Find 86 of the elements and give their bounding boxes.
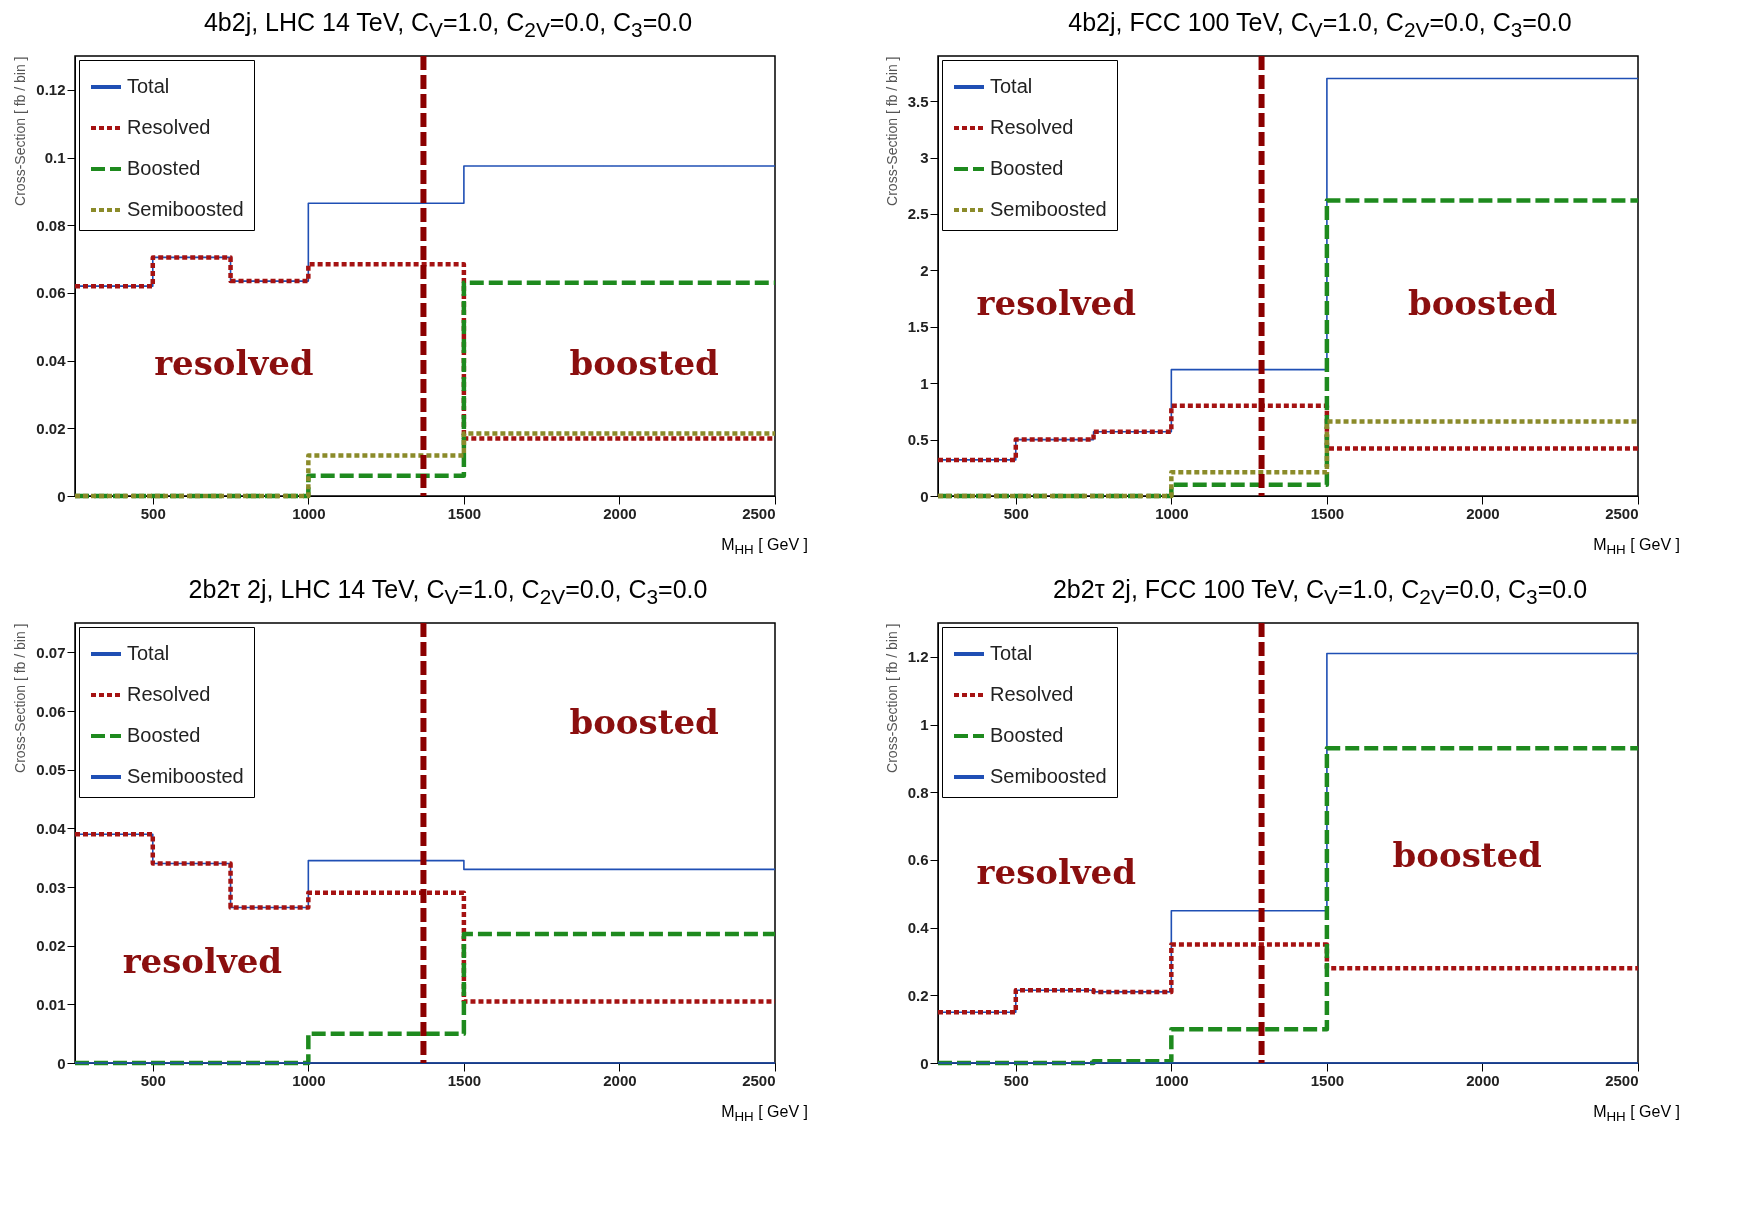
x-tick-label: 500 bbox=[140, 1071, 166, 1089]
y-tick-label: 0.01 bbox=[36, 996, 66, 1014]
x-tick-label: 1500 bbox=[447, 1071, 482, 1089]
x-tick-label: 2500 bbox=[742, 1071, 776, 1089]
legend-label: Semiboosted bbox=[990, 765, 1107, 788]
y-tick-label: 3.5 bbox=[907, 92, 929, 110]
y-tick-label: 0.04 bbox=[36, 820, 67, 838]
x-tick-label: 500 bbox=[140, 504, 166, 522]
x-tick-label: 2000 bbox=[603, 1071, 637, 1089]
y-tick-label: 0.4 bbox=[907, 919, 930, 937]
chart-title: 4b2j, LHC 14 TeV, C$_{V}$=1.0, C$_{2V}$=0.0, C$_{3}$=0.0 bbox=[202, 8, 694, 43]
y-tick-label: 0.06 bbox=[36, 702, 66, 720]
x-tick-label: 2500 bbox=[742, 504, 776, 522]
y-tick-label: 1.2 bbox=[907, 648, 929, 666]
y-tick-label: 1 bbox=[920, 374, 929, 392]
annotation: resolved bbox=[154, 343, 314, 384]
legend-label: Boosted bbox=[990, 724, 1064, 747]
x-tick-label: 1000 bbox=[1155, 1071, 1189, 1089]
legend-label: Total bbox=[127, 642, 170, 665]
y-tick-label: 0.2 bbox=[907, 987, 929, 1004]
x-tick-label: 1000 bbox=[1155, 504, 1189, 522]
x-tick-label: 2000 bbox=[603, 504, 637, 522]
x-tick-label: 2000 bbox=[1466, 1071, 1500, 1089]
y-tick-label: 0.12 bbox=[36, 81, 66, 99]
x-tick-label: 2500 bbox=[1605, 504, 1639, 522]
x-tick-label: 2000 bbox=[1466, 504, 1500, 522]
y-tick-label: 1 bbox=[920, 716, 929, 734]
x-axis-title: M$_{HH}$ [ GeV ] bbox=[1592, 535, 1680, 560]
chart-title: 4b2j, FCC 100 TeV, C$_{V}$=1.0, C$_{2V}$=0.0, C$_{3}$=0.0 bbox=[1067, 8, 1573, 43]
legend-label: Boosted bbox=[127, 157, 201, 179]
y-tick-label: 0.02 bbox=[36, 937, 66, 955]
legend-label: Total bbox=[990, 642, 1033, 665]
y-tick-label: 0 bbox=[920, 487, 929, 505]
y-tick-label: 0.08 bbox=[36, 216, 66, 234]
legend-label: Total bbox=[127, 75, 170, 97]
y-axis-title: Cross-Section [ fb / bin ] bbox=[12, 623, 29, 774]
y-tick-label: 2.5 bbox=[907, 205, 929, 223]
x-tick-label: 1500 bbox=[1310, 504, 1345, 522]
y-tick-label: 0 bbox=[57, 1054, 66, 1072]
chart-title: 2b2τ 2j, FCC 100 TeV, C$_{V}$=1.0, C$_{2V}$=0.0, C$_{3}$=0.0 bbox=[1051, 575, 1589, 611]
x-tick-label: 1000 bbox=[292, 1071, 326, 1089]
y-tick-label: 0.1 bbox=[44, 149, 66, 167]
y-tick-label: 0.05 bbox=[36, 761, 66, 779]
y-tick-label: 0.5 bbox=[907, 431, 929, 449]
y-tick-label: 0 bbox=[920, 1054, 929, 1072]
annotation: boosted bbox=[569, 343, 719, 384]
chart-title: 2b2τ 2j, LHC 14 TeV, C$_{V}$=1.0, C$_{2V}$=0.0, C$_{3}$=0.0 bbox=[187, 575, 709, 611]
y-axis-title: Cross-Section [ fb / bin ] bbox=[883, 56, 900, 206]
x-axis-title: M$_{HH}$ [ GeV ] bbox=[1592, 1102, 1680, 1127]
legend-label: Resolved bbox=[990, 116, 1074, 138]
y-tick-label: 0.03 bbox=[36, 878, 66, 896]
y-tick-label: 0 bbox=[57, 487, 66, 505]
y-tick-label: 3 bbox=[920, 149, 929, 167]
y-tick-label: 0.07 bbox=[36, 644, 66, 662]
y-axis-title: Cross-Section [ fb / bin ] bbox=[883, 623, 900, 774]
annotation: resolved bbox=[976, 851, 1137, 892]
y-tick-label: 0.8 bbox=[907, 783, 929, 801]
y-tick-label: 0.02 bbox=[36, 419, 66, 437]
legend-label: Total bbox=[990, 75, 1033, 97]
x-axis-title: M$_{HH}$ [ GeV ] bbox=[720, 1102, 808, 1127]
legend-label: Boosted bbox=[990, 157, 1064, 179]
y-axis-title: Cross-Section [ fb / bin ] bbox=[12, 56, 29, 206]
legend-label: Resolved bbox=[127, 683, 211, 706]
y-tick-label: 2 bbox=[920, 261, 929, 279]
x-tick-label: 1500 bbox=[1310, 1071, 1345, 1089]
annotation: boosted bbox=[1392, 835, 1542, 876]
legend-label: Resolved bbox=[990, 683, 1074, 706]
legend-label: Semiboosted bbox=[990, 198, 1107, 220]
x-tick-label: 500 bbox=[1003, 504, 1029, 522]
y-tick-label: 0.04 bbox=[36, 352, 67, 370]
x-axis-title: M$_{HH}$ [ GeV ] bbox=[720, 535, 808, 560]
annotation: resolved bbox=[122, 940, 283, 981]
x-tick-label: 1500 bbox=[447, 504, 482, 522]
annotation: boosted bbox=[1407, 283, 1558, 324]
x-tick-label: 500 bbox=[1003, 1071, 1029, 1089]
y-tick-label: 0.6 bbox=[907, 851, 929, 869]
legend-label: Boosted bbox=[127, 724, 201, 747]
y-tick-label: 1.5 bbox=[907, 318, 929, 336]
y-tick-label: 0.06 bbox=[36, 284, 66, 302]
legend-label: Semiboosted bbox=[127, 198, 244, 220]
annotation: resolved bbox=[976, 283, 1137, 324]
annotation: boosted bbox=[569, 701, 719, 742]
x-tick-label: 1000 bbox=[292, 504, 326, 522]
legend-label: Semiboosted bbox=[127, 765, 244, 788]
legend-label: Resolved bbox=[127, 116, 211, 138]
x-tick-label: 2500 bbox=[1605, 1071, 1639, 1089]
